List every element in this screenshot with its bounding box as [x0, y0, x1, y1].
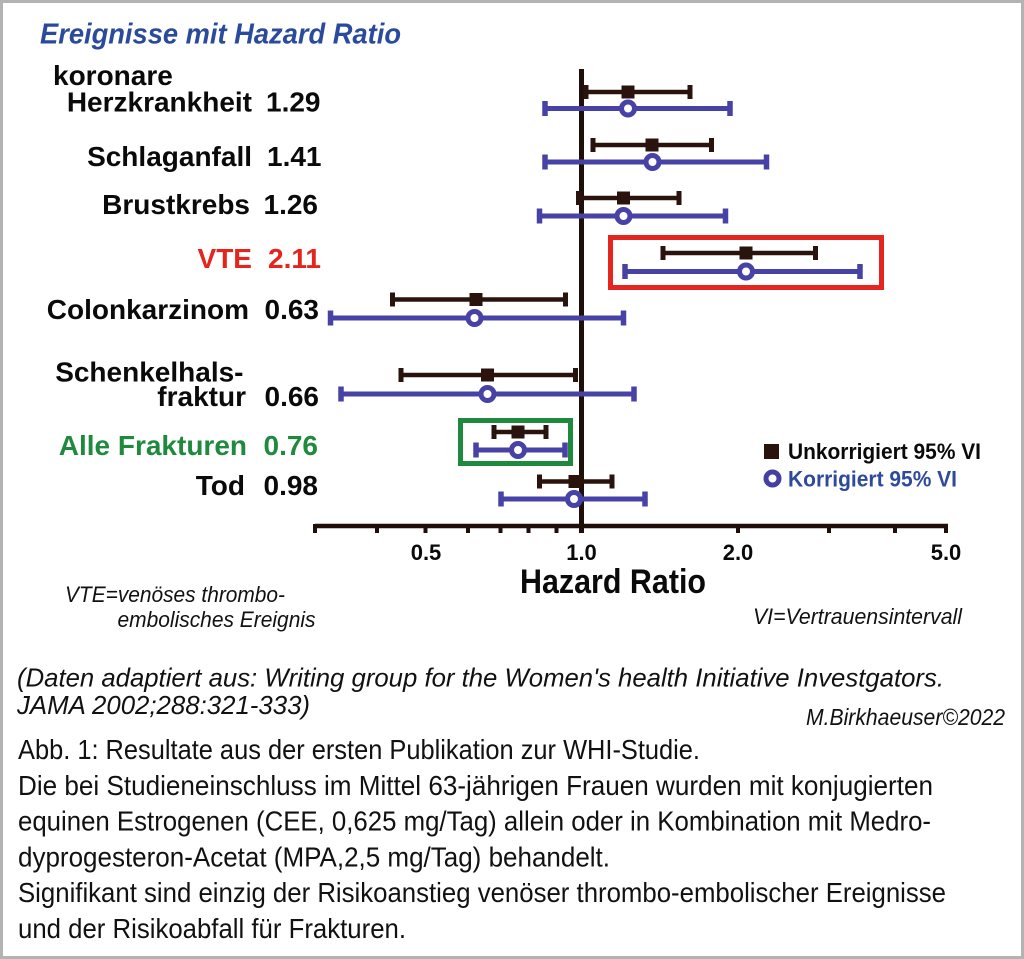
- svg-text:(Daten adaptiert aus: Writing: (Daten adaptiert aus: Writing group for …: [17, 663, 944, 693]
- svg-text:Schlaganfall: Schlaganfall: [87, 141, 252, 172]
- svg-text:Tod: Tod: [196, 470, 245, 501]
- svg-text:equinen Estrogenen (CEE, 0,625: equinen Estrogenen (CEE, 0,625 mg/Tag) a…: [18, 806, 931, 837]
- svg-text:VTE: VTE: [198, 243, 252, 274]
- svg-text:dyprogesteron-Acetat (MPA,2,5: dyprogesteron-Acetat (MPA,2,5 mg/Tag) be…: [18, 841, 610, 872]
- svg-text:5.0: 5.0: [931, 540, 962, 565]
- svg-text:Brustkrebs: Brustkrebs: [102, 189, 250, 220]
- svg-text:Ereignisse mit Hazard Ratio: Ereignisse mit Hazard Ratio: [40, 19, 401, 51]
- svg-text:2.11: 2.11: [268, 243, 321, 274]
- svg-text:VI=Vertrauensintervall: VI=Vertrauensintervall: [753, 604, 963, 629]
- svg-text:Schenkelhals-: Schenkelhals-: [55, 357, 243, 388]
- svg-text:fraktur: fraktur: [157, 381, 246, 412]
- svg-text:Colonkarzinom: Colonkarzinom: [47, 294, 249, 325]
- svg-text:und der Risikoabfall für Frakt: und der Risikoabfall für Frakturen.: [18, 913, 406, 944]
- svg-text:VTE=venöses thrombo-: VTE=venöses thrombo-: [65, 582, 285, 607]
- svg-text:embolisches Ereignis: embolisches Ereignis: [118, 607, 316, 632]
- svg-text:1.26: 1.26: [264, 189, 319, 220]
- svg-text:0.66: 0.66: [265, 381, 320, 412]
- svg-text:Korrigiert 95% VI: Korrigiert 95% VI: [788, 467, 957, 492]
- svg-text:2.0: 2.0: [723, 540, 754, 565]
- svg-text:0.98: 0.98: [264, 470, 319, 501]
- svg-text:M.Birkhaeuser©2022: M.Birkhaeuser©2022: [806, 704, 1005, 730]
- svg-text:JAMA 2002;288:321-333): JAMA 2002;288:321-333): [16, 690, 310, 720]
- svg-text:Unkorrigiert 95% VI: Unkorrigiert 95% VI: [788, 439, 981, 464]
- svg-text:0.76: 0.76: [264, 430, 319, 461]
- svg-text:Herzkrankheit: Herzkrankheit: [67, 87, 252, 118]
- svg-text:1.41: 1.41: [267, 141, 322, 172]
- svg-text:Alle Frakturen: Alle Frakturen: [59, 430, 247, 461]
- svg-text:1.0: 1.0: [566, 540, 597, 565]
- svg-text:Abb. 1: Resultate aus der erst: Abb. 1: Resultate aus der ersten Publika…: [18, 734, 700, 765]
- svg-text:Die bei Studieneinschluss im M: Die bei Studieneinschluss im Mittel 63-j…: [18, 770, 933, 801]
- svg-text:1.29: 1.29: [266, 87, 321, 118]
- svg-text:0.5: 0.5: [411, 540, 442, 565]
- svg-text:koronare: koronare: [53, 60, 173, 91]
- svg-text:0.63: 0.63: [265, 294, 320, 325]
- svg-text:Hazard Ratio: Hazard Ratio: [520, 563, 706, 601]
- svg-text:Signifikant sind einzig der Ri: Signifikant sind einzig der Risikoanstie…: [18, 877, 946, 908]
